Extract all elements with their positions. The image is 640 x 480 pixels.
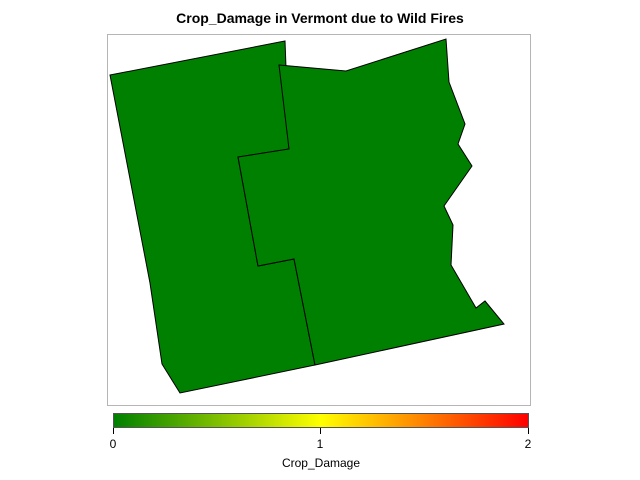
map-title: Crop_Damage in Vermont due to Wild Fires (176, 10, 464, 26)
legend-tick (113, 428, 114, 434)
legend-tick-label: 1 (316, 437, 324, 451)
legend-tick (528, 428, 529, 434)
legend-tick (320, 428, 321, 434)
legend-tick-label: 2 (524, 437, 532, 451)
legend-tick-label: 0 (109, 437, 117, 451)
map-region-east[interactable] (237, 38, 505, 366)
legend-title: Crop_Damage (281, 456, 361, 470)
color-scale-bar (113, 413, 529, 428)
